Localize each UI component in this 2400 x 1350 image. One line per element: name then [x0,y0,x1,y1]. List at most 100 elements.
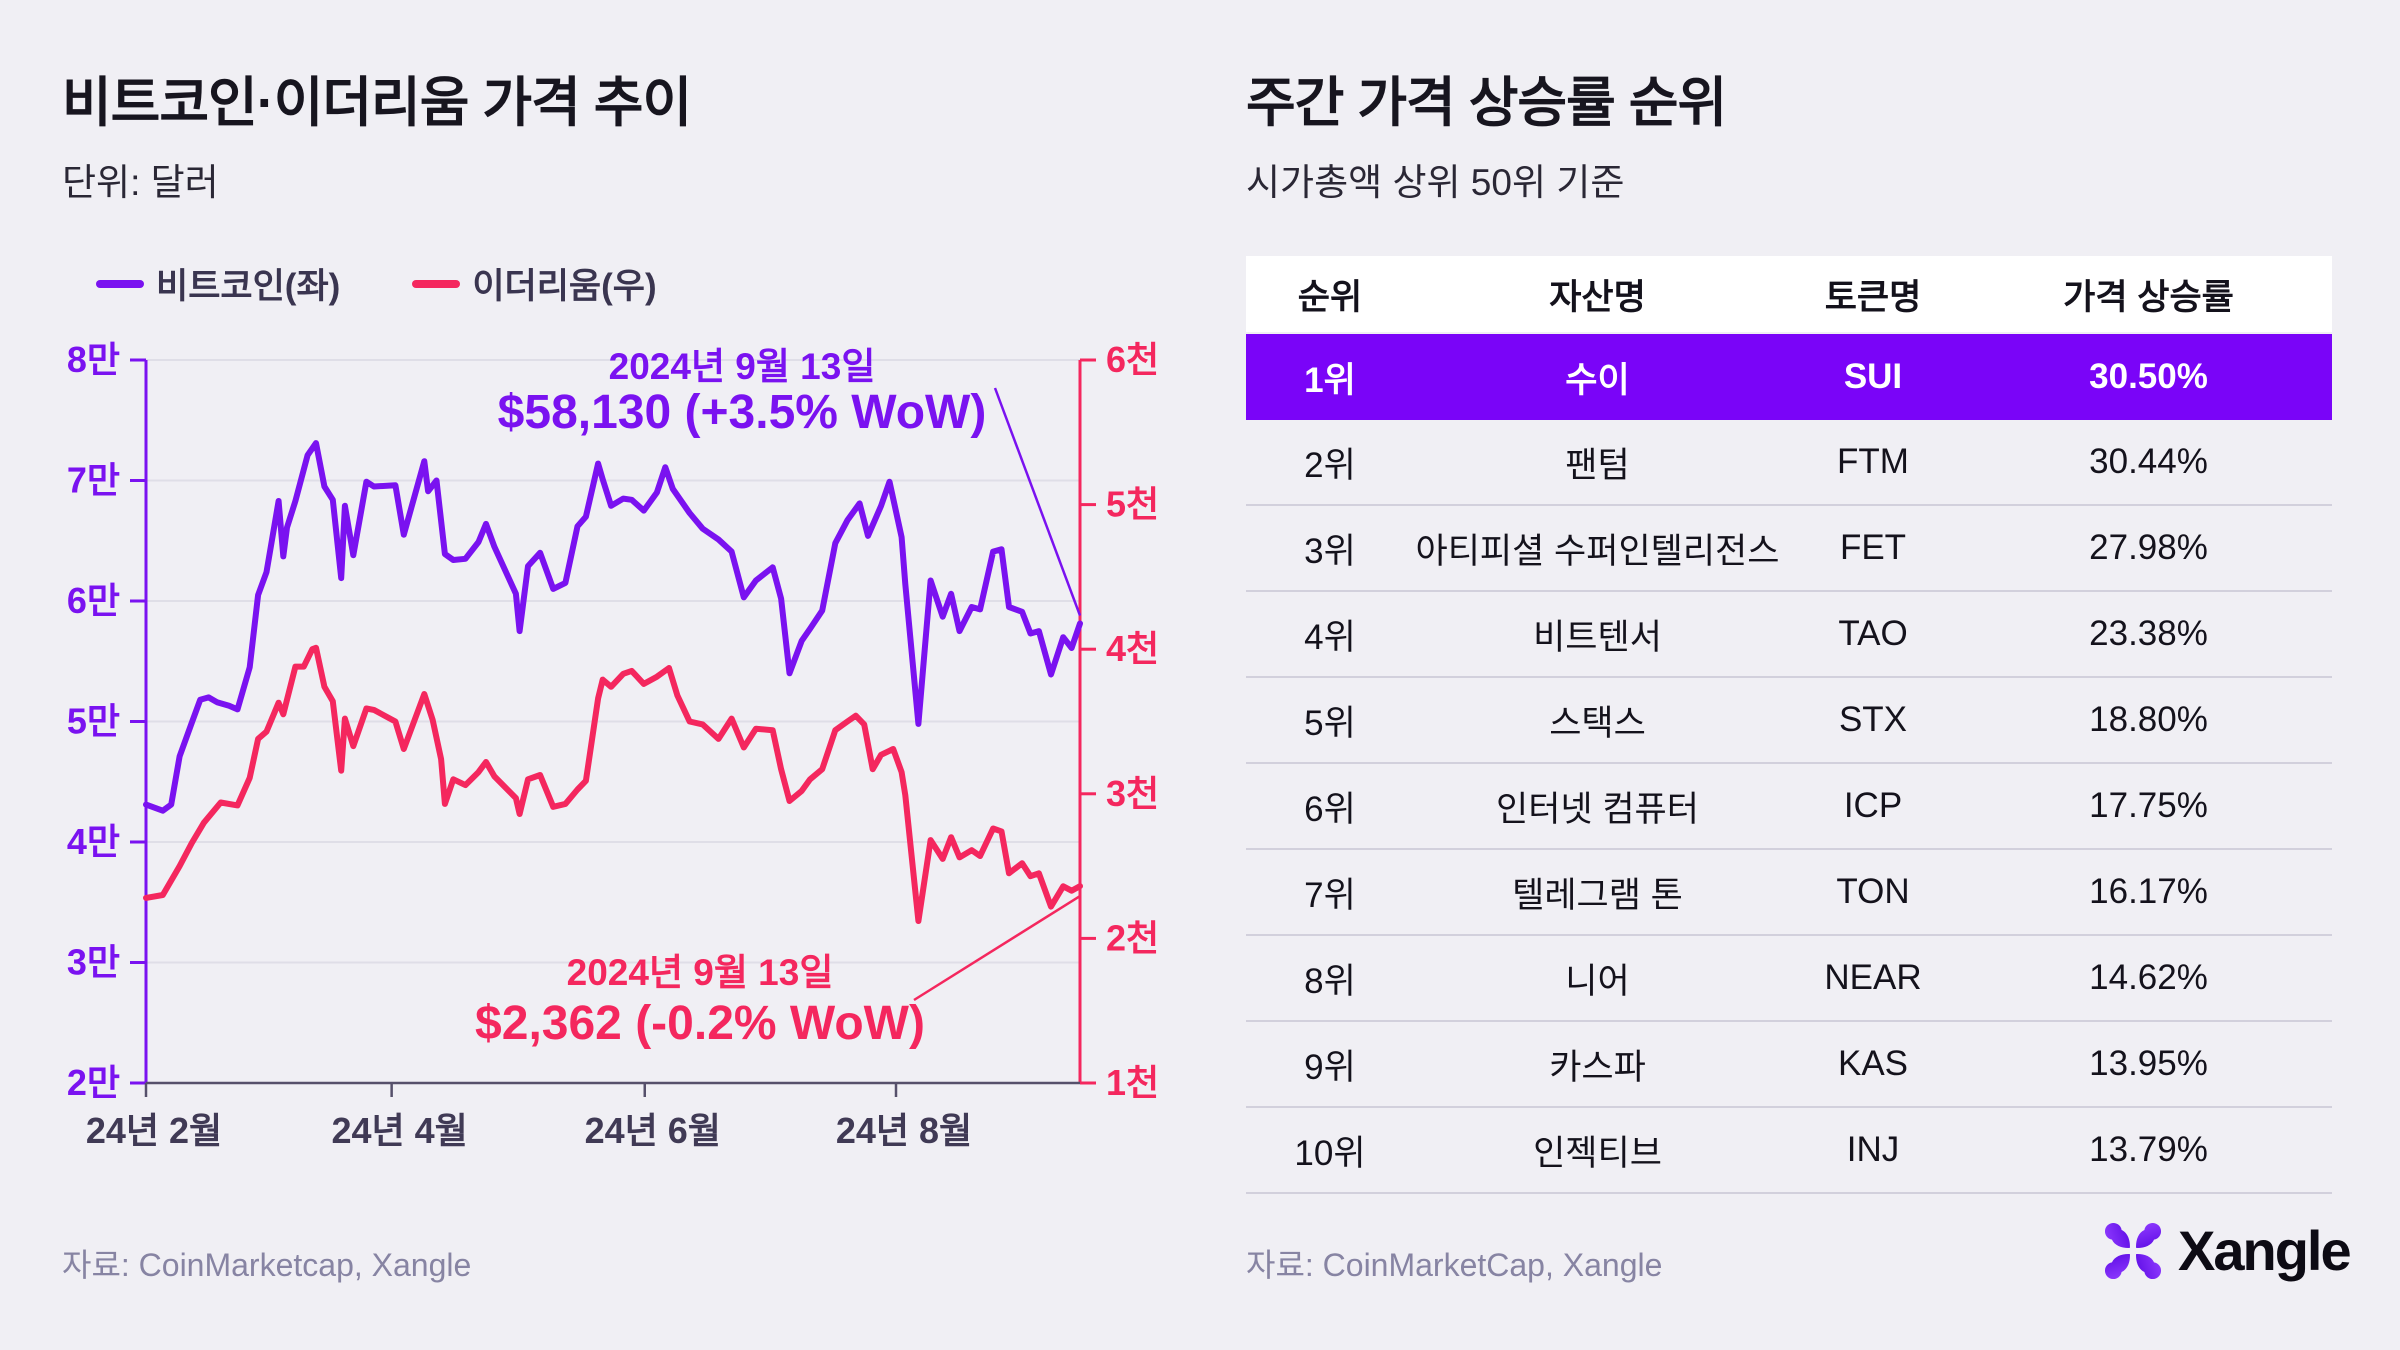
cell-asset: 인젝티브 [1533,1133,1662,1173]
table-row: 5위 스택스 STX 18.80% [1246,678,2332,764]
right-axis-label: 1천 [1106,1062,1159,1103]
table-row: 4위 비트텐서 TAO 23.38% [1246,592,2332,678]
ethereum-line-swatch [412,279,461,288]
cell-rank: 2위 [1304,445,1356,485]
left-axis-label: 4만 [67,821,120,862]
cell-token: NEAR [1824,958,1922,997]
left-chart-unit-note: 단위: 달러 [62,162,219,203]
cell-change: 18.80% [2089,700,2208,739]
table-row: 8위 니어 NEAR 14.62% [1246,936,2332,1022]
legend-item-bitcoin: 비트코인(좌) [96,258,340,309]
table-row: 6위 인터넷 컴퓨터 ICP 17.75% [1246,764,2332,850]
right-source-note: 자료: CoinMarketCap, Xangle [1246,1247,1663,1283]
cell-asset: 비트텐서 [1533,617,1662,657]
ranking-table: 순위 자산명 토큰명 가격 상승률 1위 수이 SUI 30.50% 2위 팬텀 FTM 30… [1246,256,2332,1194]
cell-rank: 3위 [1304,531,1356,571]
cell-token: FTM [1837,442,1909,481]
left-axis-label: 6만 [67,580,120,621]
right-axis-label: 2천 [1106,917,1159,958]
chart-legend: 비트코인(좌) 이더리움(우) [96,258,657,309]
bitcoin-line [143,440,1083,814]
eth-annotation-date: 2024년 9월 13일 [566,952,834,993]
cell-token: TAO [1838,614,1908,653]
cell-token: TON [1836,872,1910,911]
legend-item-ethereum: 이더리움(우) [412,258,657,309]
x-axis-label: 24년 4월 [331,1110,467,1151]
x-axis-label: 24년 2월 [86,1110,222,1151]
left-axis-label: 8만 [67,339,120,380]
ranking-subtitle: 시가총액 상위 50위 기준 [1246,162,1625,203]
cell-change: 13.95% [2089,1044,2208,1083]
cell-rank: 10위 [1294,1133,1366,1173]
header-asset: 자산명 [1549,277,1646,317]
left-axis-label: 5만 [67,701,120,742]
right-axis-label: 6천 [1106,339,1159,380]
right-axis-label: 4천 [1106,628,1159,669]
left-source-note: 자료: CoinMarketcap, Xangle [62,1247,472,1283]
cell-change: 17.75% [2089,786,2208,825]
cell-change: 30.44% [2089,442,2208,481]
header-token: 토큰명 [1824,277,1922,317]
btc-annotation-date: 2024년 9월 13일 [608,346,876,387]
cell-asset: 텔레그램 톤 [1512,875,1683,915]
cell-rank: 6위 [1304,789,1356,829]
right-axis-label: 5천 [1106,484,1159,525]
table-row: 10위 인젝티브 INJ 13.79% [1246,1108,2332,1194]
chart-canvas: 8만 7만 6만 5만 4만 3만 2만 6천 5천 4천 3천 2천 1천 24년 2월 24년 4월 24… [67,339,1159,1151]
ranking-table-header: 순위 자산명 토큰명 가격 상승률 [1246,256,2332,332]
cell-token: SUI [1843,357,1903,396]
table-row: 3위 아티피셜 수퍼인텔리전스 FET 27.98% [1246,506,2332,592]
cell-rank: 9위 [1304,1047,1356,1087]
left-axis-label: 3만 [67,942,120,983]
cell-rank: 5위 [1304,703,1356,743]
cell-asset: 아티피셜 수퍼인텔리전스 [1415,531,1780,571]
cell-change: 13.79% [2089,1130,2208,1169]
cell-asset: 니어 [1565,961,1630,1001]
cell-rank: 8위 [1304,961,1356,1001]
cell-token: INJ [1846,1130,1900,1169]
cell-change: 27.98% [2089,528,2208,567]
ranking-table-body: 1위 수이 SUI 30.50% 2위 팬텀 FTM 30.44% 3위 아티피셜 수퍼인텔리전스… [1246,334,2332,1194]
cell-change: 23.38% [2089,614,2208,653]
cell-rank: 4위 [1304,617,1356,657]
cell-change: 16.17% [2089,872,2208,911]
cell-rank: 1위 [1304,360,1356,400]
btc-annotation-leader [993,387,1082,616]
table-row: 2위 팬텀 FTM 30.44% [1246,420,2332,506]
table-row: 9위 카스파 KAS 13.95% [1246,1022,2332,1108]
table-row: 7위 텔레그램 톤 TON 16.17% [1246,850,2332,936]
cell-asset: 카스파 [1549,1047,1646,1087]
legend-label-bitcoin: 비트코인(좌) [156,267,341,306]
header-rank: 순위 [1297,277,1363,317]
table-row: 1위 수이 SUI 30.50% [1246,334,2332,420]
cell-token: STX [1838,700,1908,739]
cell-rank: 7위 [1304,875,1356,915]
ranking-title: 주간 가격 상승률 순위 [1246,73,1727,133]
ethereum-line [143,644,1083,924]
cell-asset: 수이 [1565,360,1630,400]
left-axis-label: 2만 [67,1062,120,1103]
xangle-logo-icon [2104,1222,2162,1279]
eth-annotation-value: $2,362 (-0.2% WoW) [475,997,925,1050]
left-axis-label: 7만 [67,460,120,501]
btc-annotation-value: $58,130 (+3.5% WoW) [497,386,987,439]
xangle-wordmark: Xangle [2178,1219,2352,1282]
legend-label-ethereum: 이더리움(우) [472,267,657,306]
header-change: 가격 상승률 [2063,277,2234,317]
cell-asset: 스택스 [1549,703,1646,743]
right-axis-label: 3천 [1106,773,1159,814]
eth-annotation-leader [913,894,1081,1002]
cell-token: KAS [1837,1044,1909,1083]
cell-asset: 인터넷 컴퓨터 [1496,789,1699,829]
cell-change: 30.50% [2089,357,2208,396]
left-chart-title: 비트코인·이더리움 가격 추이 [62,73,692,133]
bitcoin-line-swatch [96,279,144,288]
x-axis-label: 24년 8월 [836,1110,972,1151]
cell-token: ICP [1843,786,1903,825]
xangle-logo: Xangle [2102,1218,2352,1283]
cell-token: FET [1839,528,1907,567]
cell-asset: 팬텀 [1565,445,1630,485]
cell-change: 14.62% [2089,958,2208,997]
price-trend-chart: 8만 7만 6만 5만 4만 3만 2만 6천 5천 4천 3천 2천 1천 24년 2월 24년 4월 24… [60,320,1200,1200]
